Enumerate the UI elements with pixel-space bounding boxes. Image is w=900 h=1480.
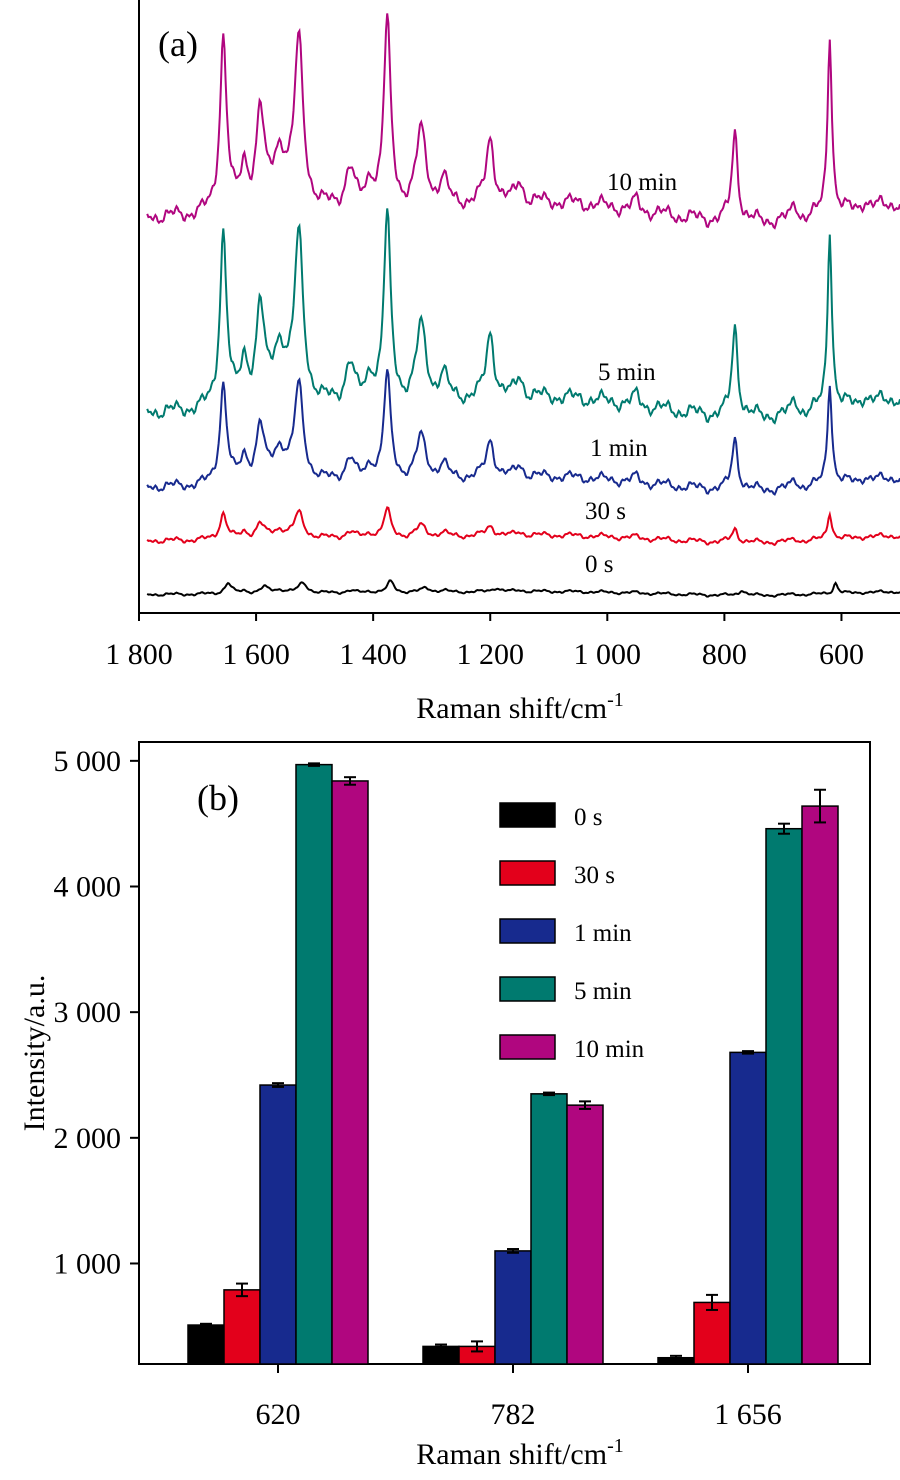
legend-label: 10 min xyxy=(574,1036,645,1063)
bar-1-min-782 xyxy=(494,1250,532,1365)
spectrum-label: 30 s xyxy=(585,498,626,525)
legend-swatch xyxy=(499,860,556,886)
bar-1-min-620 xyxy=(259,1084,297,1365)
panel-b-x-tick-label: 620 xyxy=(256,1398,301,1431)
panel-a-x-tick-label: 1 800 xyxy=(105,638,173,671)
spectrum-label: 10 min xyxy=(607,169,678,196)
panel-a-spectra: 1 800 1 600 1 400 1 200 1 000 800 600 0 s 30 s 1… xyxy=(105,0,900,725)
panel-b-bar-chart: 1 000 2 000 3 000 4 000 5 000 620 782 1 656 0 s… xyxy=(18,741,871,1471)
bar-30-s-620 xyxy=(223,1289,261,1365)
bar-10-min-620 xyxy=(331,780,369,1365)
panel-b-legend: 0 s 30 s 1 min 5 min 10 min xyxy=(499,802,645,1063)
panel-a-x-tick-label: 800 xyxy=(702,638,747,671)
panel-b-x-tick-label: 1 656 xyxy=(714,1398,782,1431)
legend-swatch xyxy=(499,1034,556,1060)
legend-swatch xyxy=(499,802,556,828)
bar-5-min-782 xyxy=(530,1093,568,1365)
spectrum-label: 0 s xyxy=(585,551,613,578)
bar-5-min-1656 xyxy=(765,827,803,1365)
bar-0-s-620 xyxy=(187,1324,225,1365)
bar-5-min-620 xyxy=(295,763,333,1365)
panel-a-x-tick-label: 1 200 xyxy=(456,638,524,671)
panel-b-y-axis-title: Intensity/a.u. xyxy=(18,975,51,1132)
bar-10-min-782 xyxy=(566,1104,604,1365)
panel-b-x-tick-label: 782 xyxy=(491,1398,536,1431)
panel-a-x-tick-label: 600 xyxy=(819,638,864,671)
panel-b-bars xyxy=(187,762,839,1365)
spectrum-trace-10-min xyxy=(146,13,900,230)
panel-b-y-tick-label: 1 000 xyxy=(54,1247,122,1280)
bar-10-min-1656 xyxy=(801,805,839,1365)
legend-label: 30 s xyxy=(574,862,615,889)
spectrum-trace-30-s xyxy=(146,506,900,547)
legend-swatch xyxy=(499,976,556,1002)
panel-b-y-tick-label: 2 000 xyxy=(54,1122,122,1155)
legend-label: 1 min xyxy=(574,920,632,947)
panel-a-x-tick-label: 1 600 xyxy=(222,638,290,671)
spectrum-trace-1-min xyxy=(146,369,900,496)
legend-swatch xyxy=(499,918,556,944)
spectrum-trace-5-min xyxy=(146,208,900,425)
panel-a-x-axis-title: Raman shift/cm-1 xyxy=(416,689,623,725)
panel-b-y-tick-label: 3 000 xyxy=(54,996,122,1029)
legend-label: 5 min xyxy=(574,978,632,1005)
panel-b-x-axis-title: Raman shift/cm-1 xyxy=(416,1435,623,1471)
spectrum-label: 1 min xyxy=(590,435,648,462)
panel-a-x-tick-label: 1 000 xyxy=(574,638,642,671)
panel-a-x-tick-label: 1 400 xyxy=(339,638,407,671)
panel-b-axes-ticks: 1 000 2 000 3 000 4 000 5 000 620 782 1 656 xyxy=(54,745,782,1431)
panel-b-y-tick-label: 4 000 xyxy=(54,871,122,904)
bar-30-s-1656 xyxy=(693,1301,731,1365)
bar-1-min-1656 xyxy=(729,1051,767,1365)
spectrum-trace-0-s xyxy=(146,579,900,598)
panel-b-y-tick-label: 5 000 xyxy=(54,745,122,778)
panel-a-x-ticks: 1 800 1 600 1 400 1 200 1 000 800 600 xyxy=(105,613,864,671)
panel-b-label: (b) xyxy=(197,778,239,818)
legend-label: 0 s xyxy=(574,804,602,831)
panel-a-label: (a) xyxy=(158,24,198,64)
panel-a-traces: 0 s 30 s 1 min 5 min 10 min xyxy=(146,13,900,598)
spectrum-label: 5 min xyxy=(598,359,656,386)
